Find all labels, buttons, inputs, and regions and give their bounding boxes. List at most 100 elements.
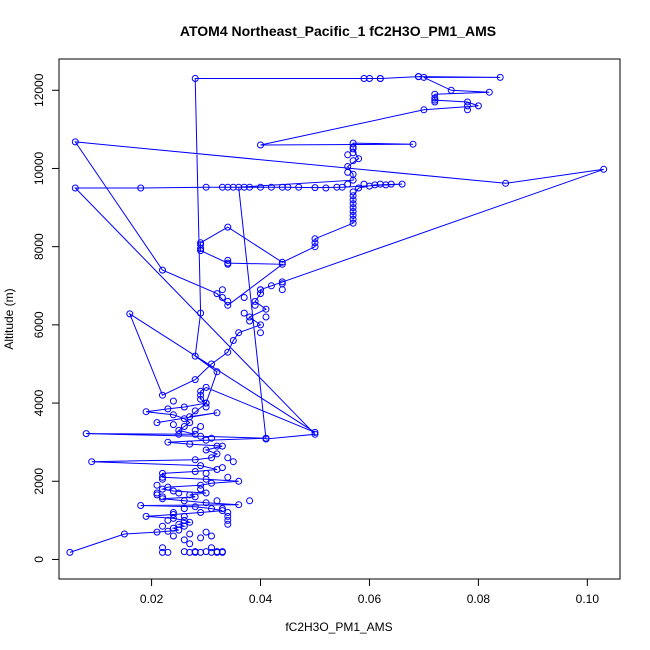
data-point [120, 530, 128, 538]
data-point [366, 182, 373, 190]
data-point [229, 458, 237, 466]
data-point [366, 75, 373, 82]
data-point [311, 430, 319, 438]
data-point [349, 196, 357, 204]
data-point [159, 473, 166, 481]
data-point [464, 106, 471, 114]
data-point [311, 243, 319, 251]
data-point [257, 183, 264, 191]
data-point [175, 426, 183, 434]
data-point [208, 434, 215, 442]
data-point [159, 266, 166, 274]
data-point [213, 290, 221, 298]
data-point [224, 297, 232, 305]
data-point [169, 532, 177, 540]
data-point [186, 540, 194, 548]
data-point [202, 399, 210, 407]
data-point [431, 90, 439, 98]
data-point [246, 317, 254, 325]
data-point [474, 102, 482, 110]
data-point [218, 294, 226, 301]
data-point [213, 450, 221, 458]
data-point [224, 454, 232, 462]
data-point [218, 505, 226, 513]
data-point [191, 376, 199, 384]
x-tick-label: 0.08 [467, 592, 491, 606]
data-point [349, 208, 357, 215]
data-point [257, 329, 264, 337]
data-point [311, 428, 319, 436]
data-point [175, 430, 183, 438]
data-point [197, 481, 205, 489]
data-point [349, 219, 357, 227]
data-point [246, 313, 254, 321]
data-point [278, 278, 286, 286]
data-point [153, 481, 161, 489]
data-point [224, 348, 232, 356]
y-tick-label: 12000 [32, 73, 46, 107]
data-point [322, 184, 330, 192]
data-point [240, 183, 248, 191]
data-point [311, 239, 319, 247]
data-point [235, 329, 243, 337]
data-point [186, 440, 194, 448]
data-point [180, 497, 188, 505]
x-axis: 0.02 0.04 0.06 0.08 0.10 [140, 578, 600, 606]
data-point [180, 516, 188, 524]
data-point [169, 524, 177, 532]
x-tick-label: 0.06 [358, 592, 382, 606]
data-point [218, 442, 226, 450]
data-point [224, 520, 232, 528]
data-point [180, 423, 188, 430]
data-point [191, 456, 199, 464]
y-tick-label: 4000 [32, 389, 46, 416]
data-point [208, 544, 215, 552]
data-point [349, 188, 357, 196]
data-point [349, 211, 357, 219]
data-point [213, 548, 221, 556]
data-point [202, 446, 210, 454]
data-point [202, 489, 210, 497]
data-point [464, 102, 471, 110]
data-point [191, 430, 199, 438]
data-point [257, 286, 264, 294]
data-point [431, 94, 439, 102]
data-point [153, 489, 161, 497]
data-point [355, 184, 363, 192]
data-point [224, 183, 232, 191]
points-layer [66, 73, 608, 556]
data-point [164, 483, 172, 491]
data-point [66, 548, 74, 556]
data-point [169, 509, 177, 516]
data-point [213, 409, 221, 417]
data-point [349, 200, 357, 208]
data-point [169, 397, 177, 405]
data-point [164, 527, 172, 535]
data-point [235, 477, 243, 485]
data-point [159, 391, 166, 399]
data-point [262, 435, 270, 443]
data-point [218, 183, 226, 191]
data-point [213, 497, 221, 505]
y-tick-label: 6000 [32, 311, 46, 338]
x-axis-label: fC2H3O_PM1_AMS [285, 620, 392, 634]
data-point [420, 106, 428, 114]
x-tick-label: 0.04 [249, 592, 273, 606]
data-point [202, 183, 210, 191]
data-point [246, 183, 254, 191]
data-point [224, 301, 232, 309]
data-point [382, 181, 390, 189]
data-point [502, 179, 510, 187]
data-point [376, 75, 384, 82]
data-point [153, 419, 161, 427]
data-point [257, 290, 264, 298]
data-point [485, 88, 493, 96]
data-point [197, 509, 205, 516]
x-tick-label: 0.02 [140, 592, 164, 606]
data-point [257, 321, 264, 329]
data-point [197, 309, 205, 317]
x-tick-label: 0.10 [576, 592, 600, 606]
data-point [126, 310, 134, 318]
data-point [311, 235, 319, 243]
